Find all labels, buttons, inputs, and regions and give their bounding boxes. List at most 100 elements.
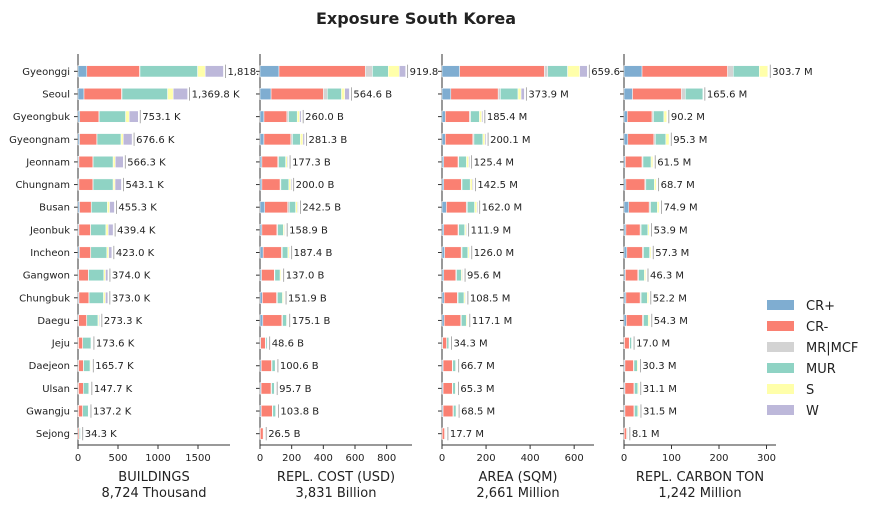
x-axis-label: REPL. CARBON TON [636, 470, 764, 485]
bar-segment-mur-jeonnam [278, 156, 286, 168]
bar-segment-s-chungnam [654, 178, 657, 191]
bar-segment-mur-busan [467, 201, 475, 214]
total-label-chungbuk: 52.2 M [653, 293, 687, 304]
legend-label-w: W [806, 404, 819, 419]
bar-segment-w-jeonnam [115, 156, 124, 168]
bar-segment-cr-gangwon [625, 269, 639, 282]
total-label-sejong: 17.7 M [450, 429, 484, 440]
bar-segment-cr-chungnam [443, 178, 462, 191]
category-label-jeonbuk: Jeonbuk [29, 225, 70, 236]
total-label-gyeongbuk: 753.1 K [142, 112, 181, 123]
bar-segment-cr-gyeonggi [77, 65, 88, 78]
x-tick-label: 400 [521, 453, 540, 464]
bar-segment-mur-ulsan [452, 382, 456, 395]
total-label-chungnam: 200.0 B [296, 180, 335, 191]
bar-segment-mur-gyeongbuk [653, 110, 665, 123]
bar-segment-w-jeonbuk [284, 223, 286, 236]
bar-segment-s-jeonbuk [105, 223, 109, 236]
bar-segment-cr-seoul [632, 88, 682, 100]
bar-segment-cr-daejeon [624, 359, 634, 372]
bar-segment-cr-chungnam [623, 178, 627, 191]
bar-segment-w-gyeongbuk [481, 110, 484, 123]
bar-segment-cr-gyeongbuk [263, 110, 288, 123]
bar-segment-mur-chungbuk [640, 291, 648, 304]
total-label-daegu: 175.1 B [292, 316, 331, 327]
bar-segment-mur-incheon [461, 246, 469, 259]
bar-segment-mur-gyeonggi [372, 65, 389, 78]
bar-segment-s-gyeongnam [665, 133, 670, 146]
bar-segment-cr-chungnam [259, 178, 263, 191]
bar-segment-s-gyeonggi [567, 65, 580, 78]
bar-segment-cr-gyeonggi [459, 65, 545, 78]
bar-segment-cr-gyeonggi [259, 65, 280, 78]
bar-segment-cr-sejong [441, 427, 445, 440]
total-label-jeonbuk: 158.9 B [289, 225, 328, 236]
total-label-jeonnam: 566.3 K [127, 157, 166, 168]
bar-segment-mur-gyeongbuk [288, 110, 298, 123]
total-label-chungnam: 543.1 K [125, 180, 164, 191]
legend-label-cr: CR- [806, 320, 829, 335]
bar-segment-s-gyeongbuk [296, 110, 300, 123]
bar-segment-cr-incheon [626, 246, 643, 259]
legend-swatch-s [767, 384, 794, 394]
bar-segment-mr-mcf-seoul [681, 88, 686, 100]
bar-segment-cr-sejong [623, 427, 627, 440]
total-label-chungnam: 142.5 M [477, 180, 517, 191]
bar-segment-w-seoul [344, 88, 350, 100]
category-label-chungbuk: Chungbuk [19, 293, 70, 304]
bar-segment-w-incheon [468, 246, 471, 259]
bar-segment-s-gyeonggi [759, 65, 769, 78]
bar-segment-mur-jeonbuk [458, 223, 465, 236]
bar-segment-cr-gyeongnam [441, 133, 446, 146]
bar-segment-mur-seoul [500, 88, 519, 100]
bar-segment-mr-mcf-gyeonggi [365, 65, 373, 78]
total-label-jeju: 17.0 M [636, 339, 670, 350]
x-axis-total-label: 3,831 Billion [296, 486, 377, 501]
bar-segment-s-busan [657, 201, 660, 214]
bar-segment-w-busan [476, 201, 478, 214]
bar-segment-cr-gangwon [261, 269, 275, 282]
total-label-chungbuk: 373.0 K [112, 293, 151, 304]
bar-segment-cr-chungbuk [262, 291, 277, 304]
x-tick-label: 0 [75, 453, 81, 464]
bar-segment-w-gyeongnam [302, 133, 305, 146]
bar-segment-cr-jeonnam [443, 156, 459, 168]
bar-segment-cr-gyeongbuk [77, 110, 81, 123]
bar-segment-cr-chungnam [261, 178, 281, 191]
bar-segment-cr-daejeon [261, 359, 272, 372]
bar-segment-cr-gyeongnam [627, 133, 655, 146]
total-label-gyeongnam: 281.3 B [309, 135, 348, 146]
bar-segment-s-busan [107, 201, 110, 214]
x-tick-label: 0 [439, 453, 445, 464]
total-label-gyeongnam: 676.6 K [136, 135, 175, 146]
total-label-gyeonggi: 303.7 M [772, 67, 812, 78]
total-label-daegu: 54.3 M [654, 316, 688, 327]
x-tick-label: 400 [314, 453, 333, 464]
panel-repl-cost-usd: 0 200 400 600 800 REPL. COST (USD)3,831 Billi… [256, 54, 448, 501]
total-label-busan: 74.9 M [664, 203, 698, 214]
legend-swatch-cr [767, 321, 794, 331]
bar-segment-cr-busan [79, 201, 92, 214]
x-axis-label: AREA (SQM) [478, 470, 557, 485]
bar-segment-mur-gangwon [638, 269, 645, 282]
bar-segment-mur-chungnam [461, 178, 471, 191]
total-label-daejeon: 30.3 M [642, 361, 676, 372]
x-tick-label: 300 [757, 453, 776, 464]
bar-segment-cr-jeonbuk [441, 223, 445, 236]
bar-segment-w-chungnam [472, 178, 474, 191]
bar-segment-w-gyeongnam [123, 133, 133, 146]
bar-segment-cr-seoul [83, 88, 122, 100]
bar-segment-s-gyeongnam [300, 133, 304, 146]
bar-segment-cr-chungbuk [625, 291, 641, 304]
bar-segment-cr-gwangju [442, 405, 454, 417]
bar-segment-cr-gyeongbuk [441, 110, 446, 123]
bar-segment-mur-daejeon [83, 359, 91, 372]
category-label-sejong: Sejong [36, 429, 70, 440]
bar-segment-w-chungbuk [105, 291, 109, 304]
total-label-jeonbuk: 439.4 K [117, 225, 156, 236]
total-label-incheon: 187.4 B [294, 248, 333, 259]
bar-segment-s-gyeongbuk [663, 110, 668, 123]
bar-segment-s-seoul [341, 88, 345, 100]
bar-segment-cr-jeonnam [625, 156, 643, 168]
category-label-busan: Busan [39, 203, 70, 214]
